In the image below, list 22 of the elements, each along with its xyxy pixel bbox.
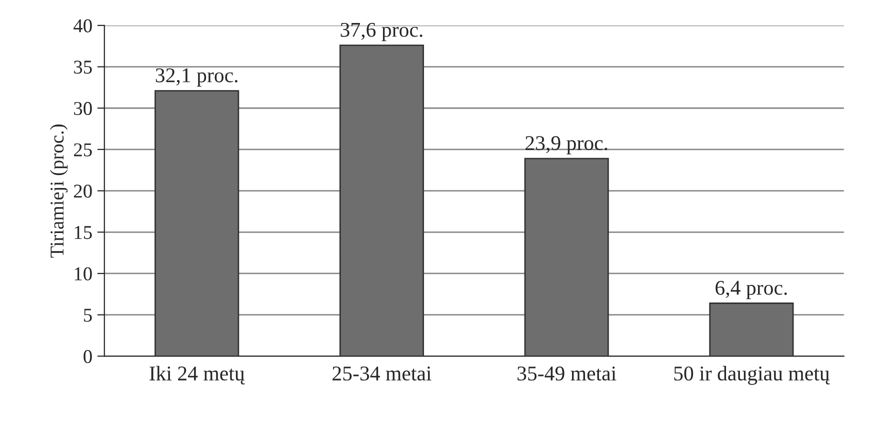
y-tick-label: 10 (74, 267, 92, 280)
x-tick-label: 50 ir daugiau metų (674, 366, 830, 385)
y-tick-label: 0 (84, 350, 92, 364)
data-label: 37,6 proc. (340, 22, 422, 42)
bar (154, 90, 240, 356)
bar (339, 44, 424, 356)
y-tick-label: 20 (74, 184, 92, 198)
x-tick-label: 25-34 metai (332, 366, 432, 381)
data-label: 23,9 proc. (526, 136, 608, 154)
y-tick-label: 15 (74, 226, 92, 240)
y-tick-label: 25 (74, 143, 92, 156)
y-axis-title: Tiriamieji (proc.) (50, 124, 68, 258)
data-label: 32,1 proc. (156, 68, 238, 87)
data-label: 6,4 proc. (716, 280, 787, 300)
bar (524, 158, 609, 356)
y-tick-label: 35 (74, 60, 92, 74)
y-tick-label: 40 (74, 19, 92, 32)
bar (709, 302, 794, 356)
x-tick-label: 35-49 metai (518, 366, 616, 381)
y-tick-label: 30 (74, 102, 92, 116)
x-tick-label: Iki 24 metų (150, 366, 245, 384)
y-tick-label: 5 (84, 308, 92, 322)
